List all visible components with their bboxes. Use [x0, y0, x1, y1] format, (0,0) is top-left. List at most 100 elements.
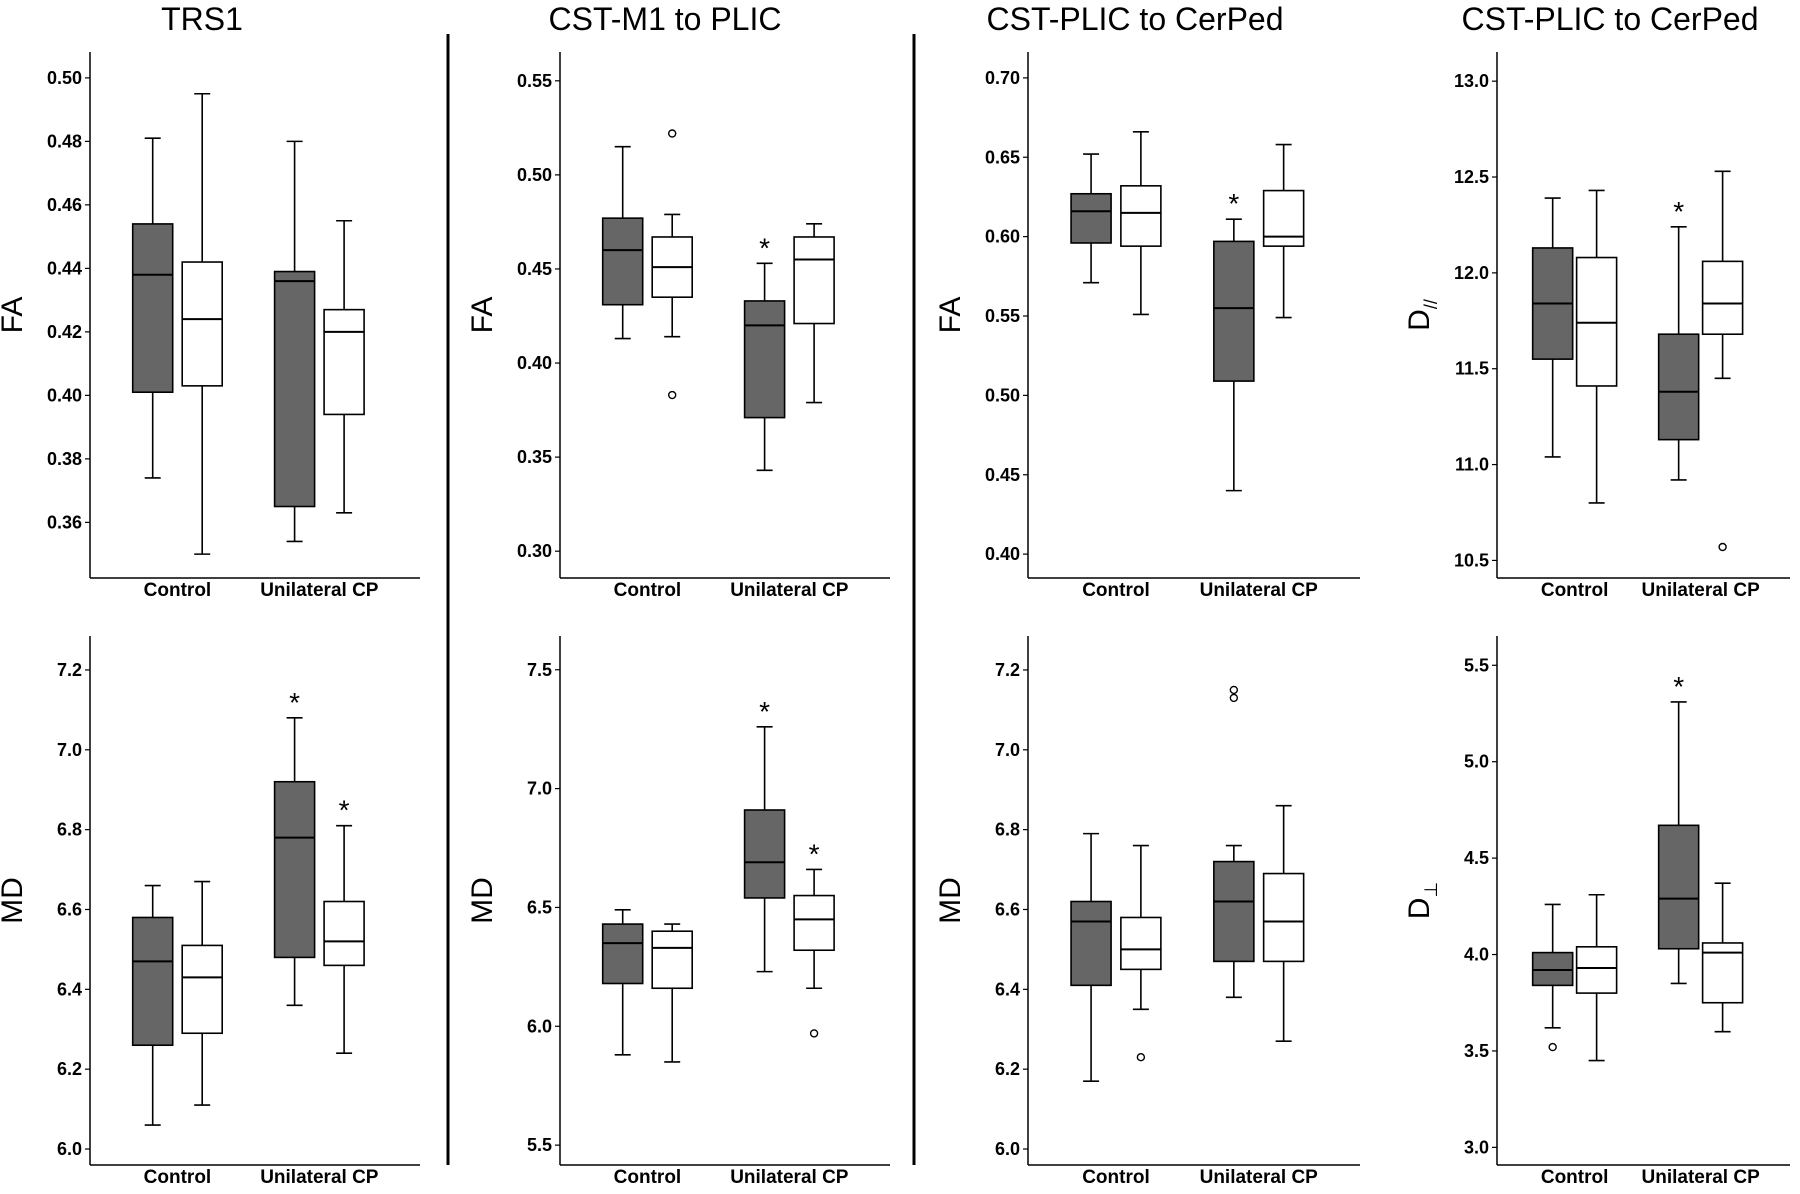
box-control-dark	[1070, 832, 1112, 1082]
y-axis-label: FA	[466, 297, 499, 334]
panel-trs1-fa: 0.36 0.38 0.40 0.42 0.44 0.46 0.48 0.50 FA Contro…	[0, 52, 420, 601]
significance-star: *	[759, 232, 770, 263]
x-category-label: Control	[1082, 580, 1150, 601]
outlier-point	[1229, 685, 1239, 695]
box-iqr	[323, 308, 365, 416]
outlier-point	[1718, 542, 1727, 552]
y-axis-label: D⊥	[1403, 882, 1441, 919]
y-tick-label: 4.5	[1464, 848, 1489, 868]
y-axis-label: D//	[1403, 299, 1441, 331]
box-unilateral-cp-light	[1262, 143, 1305, 319]
box-control-light	[1120, 844, 1162, 1062]
column-title-1: TRS1	[161, 1, 243, 37]
outlier-point	[668, 129, 677, 138]
y-tick-label: 6.2	[57, 1059, 82, 1079]
outlier-point	[1136, 1052, 1146, 1062]
box-unilateral-cp-dark: *	[273, 687, 316, 1007]
x-category-label: Control	[614, 1167, 682, 1188]
x-category-label: Unilateral CP	[1200, 1167, 1319, 1188]
box-iqr	[323, 900, 365, 967]
box-unilateral-cp-dark: *	[1213, 188, 1255, 492]
x-category-label: Control	[144, 1167, 212, 1188]
y-axis-label: FA	[0, 297, 29, 334]
box-iqr	[1213, 240, 1255, 382]
column-title-2: CST-M1 to PLIC	[549, 1, 782, 37]
box-control-dark	[131, 137, 174, 479]
box-iqr	[1120, 185, 1162, 247]
x-category-label: Unilateral CP	[1642, 580, 1761, 601]
box-unilateral-cp-light	[323, 219, 365, 514]
y-tick-label: 6.8	[57, 820, 82, 840]
x-category-label: Control	[614, 580, 682, 601]
y-tick-label: 6.6	[57, 899, 82, 919]
panel-cst-plic-dpar: 10.5 11.0 11.5 12.0 12.5 13.0 D// Control Unilat…	[1403, 52, 1790, 601]
box-iqr	[793, 236, 835, 325]
x-category-label: Unilateral CP	[260, 1167, 379, 1188]
box-iqr	[273, 270, 316, 508]
box-control-light	[1575, 893, 1618, 1062]
outlier-point	[1229, 693, 1239, 703]
box-iqr	[181, 261, 223, 387]
significance-star: *	[759, 696, 770, 727]
y-tick-label: 3.0	[1464, 1137, 1489, 1157]
y-axis-label: MD	[0, 877, 29, 924]
outlier-point	[668, 390, 677, 400]
y-tick-label: 7.2	[57, 660, 82, 680]
y-tick-label: 5.5	[527, 1135, 552, 1155]
box-iqr	[1262, 189, 1305, 247]
box-control-dark	[601, 145, 644, 340]
box-unilateral-cp-dark: *	[1657, 671, 1700, 985]
panel-cst-plic-fa: 0.40 0.45 0.50 0.55 0.60 0.65 0.70 FA Control Uni…	[934, 52, 1360, 601]
y-axis-label: MD	[934, 877, 967, 924]
box-iqr	[1070, 192, 1112, 244]
box-iqr	[601, 923, 644, 985]
box-unilateral-cp-dark: *	[743, 696, 786, 973]
box-control-light	[181, 92, 223, 555]
box-unilateral-cp-light	[1262, 804, 1305, 1043]
y-tick-label: 11.5	[1455, 359, 1489, 379]
significance-star: *	[1228, 188, 1239, 219]
box-unilateral-cp-dark: *	[743, 232, 786, 472]
y-tick-label: 6.4	[57, 979, 82, 999]
box-unilateral-cp-light	[1701, 882, 1744, 1033]
x-category-label: Control	[1082, 1167, 1150, 1188]
x-category-label: Unilateral CP	[730, 1167, 849, 1188]
y-tick-label: 0.60	[985, 227, 1020, 247]
y-tick-label: 5.0	[1464, 752, 1489, 772]
y-tick-label: 11.0	[1455, 455, 1489, 475]
y-tick-label: 5.5	[1464, 655, 1489, 675]
outlier-point	[809, 1029, 819, 1038]
box-iqr	[743, 809, 786, 899]
y-axis-label-subscript: //	[1421, 299, 1441, 309]
panel-cst-m1-fa: 0.30 0.35 0.40 0.45 0.50 0.55 FA Control Unilate…	[466, 52, 890, 601]
box-iqr	[1070, 900, 1112, 987]
box-control-light	[651, 129, 694, 400]
y-tick-label: 0.42	[47, 322, 82, 342]
box-control-dark	[1531, 903, 1574, 1052]
x-category-label: Control	[1541, 580, 1609, 601]
y-tick-label: 0.40	[47, 385, 82, 405]
y-tick-label: 0.46	[47, 195, 82, 215]
y-tick-label: 0.55	[517, 71, 552, 91]
y-tick-label: 0.35	[517, 447, 552, 467]
box-iqr	[1213, 860, 1255, 963]
y-tick-label: 4.0	[1464, 945, 1489, 965]
box-control-dark	[1070, 153, 1112, 284]
y-tick-label: 0.65	[985, 147, 1020, 167]
panel-cst-m1-md: 5.5 6.0 6.5 7.0 7.5 MD Control Unilateral CP * *	[466, 636, 890, 1188]
box-unilateral-cp-light	[1701, 170, 1744, 552]
significance-star: *	[1673, 196, 1684, 227]
significance-star: *	[809, 838, 820, 869]
x-category-label: Control	[1541, 1167, 1609, 1188]
y-tick-label: 0.45	[985, 465, 1020, 485]
y-tick-label: 7.0	[57, 740, 82, 760]
y-tick-label: 6.0	[527, 1016, 552, 1036]
y-tick-label: 6.5	[527, 897, 552, 917]
y-tick-label: 0.45	[517, 259, 552, 279]
panel-cst-plic-md: 6.0 6.2 6.4 6.6 6.8 7.0 7.2 MD Control Unilateral…	[934, 636, 1360, 1188]
box-unilateral-cp-light: *	[793, 838, 835, 1038]
box-unilateral-cp-dark	[273, 140, 316, 543]
x-category-label: Unilateral CP	[1642, 1167, 1761, 1188]
y-tick-label: 6.0	[57, 1139, 82, 1159]
